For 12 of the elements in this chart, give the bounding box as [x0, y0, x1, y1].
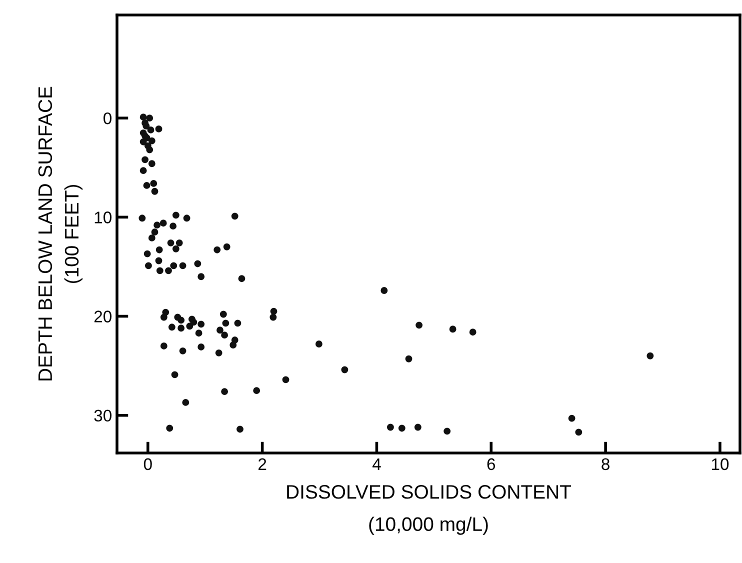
x-tick-label: 2 [258, 458, 266, 470]
y-tick-label: 20 [94, 310, 112, 322]
x-tick-label: 4 [372, 458, 381, 470]
x-tick-label: 8 [602, 458, 610, 470]
x-tick-label: 10 [712, 458, 729, 470]
x-tick-label: 6 [487, 458, 496, 470]
y-axis-title: DEPTH BELOW LAND SURFACE (100 FEET) [38, 86, 82, 380]
y-tick-label: 10 [94, 212, 112, 224]
y-tick-label: 0 [104, 112, 112, 124]
x-axis-title: DISSOLVED SOLIDS CONTENT (10,000 mg/L) [287, 485, 572, 535]
x-tick-label: 0 [144, 458, 152, 470]
y-tick-label: 30 [94, 410, 112, 422]
